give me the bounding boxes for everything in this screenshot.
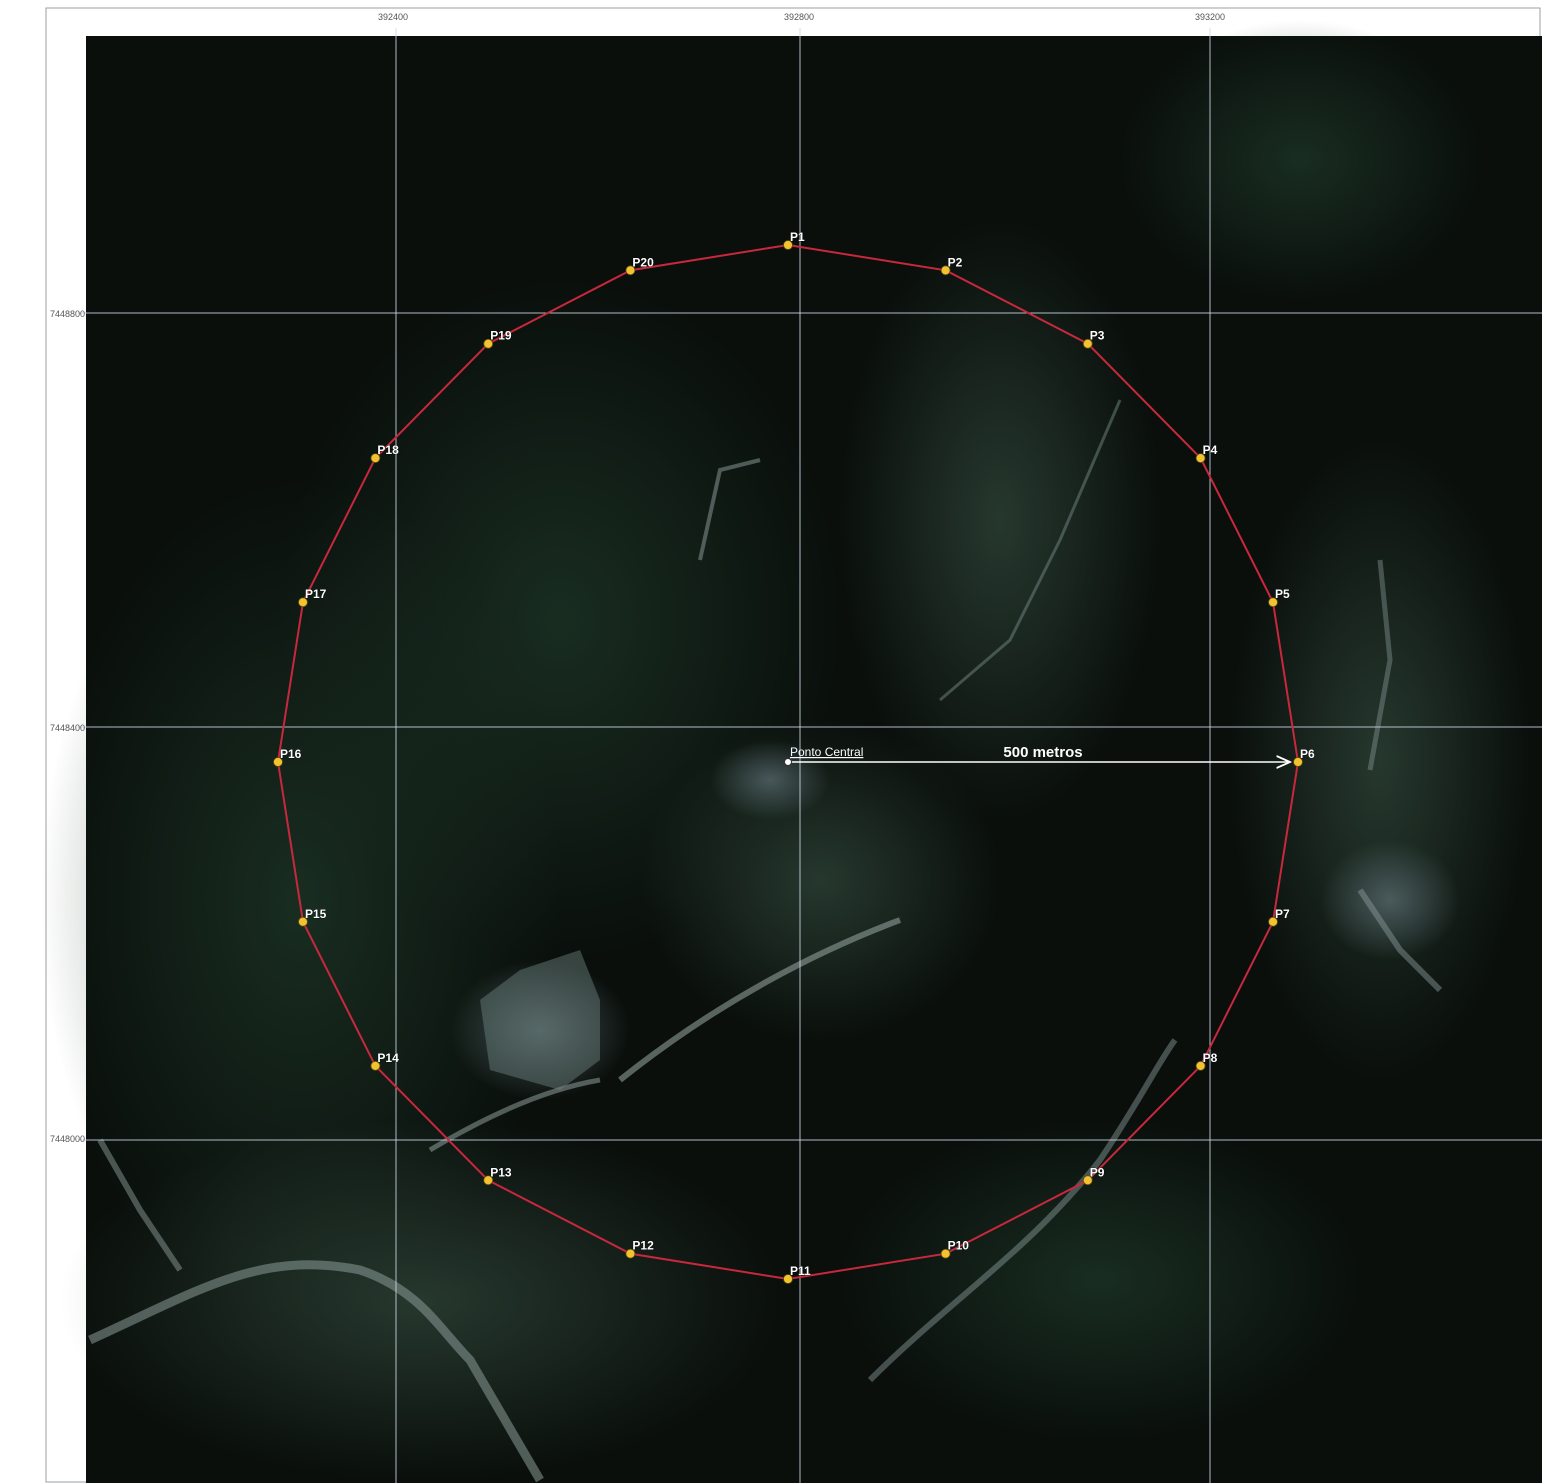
x-tick-label: 393200 bbox=[1195, 12, 1225, 22]
perimeter-point-marker[interactable] bbox=[625, 265, 636, 276]
center-point-label: Ponto Central bbox=[790, 745, 863, 759]
y-tick-label: 7448800 bbox=[50, 309, 85, 319]
perimeter-point-marker[interactable] bbox=[273, 757, 283, 767]
perimeter-point-label: P11 bbox=[790, 1264, 811, 1278]
perimeter-points: P1 P2 P3 P4 P5 P6 P7 P8 P9 P10 P11 P12 P13 P14 P15 P16 P… bbox=[273, 230, 1315, 1284]
radius-distance-label: 500 metros bbox=[1003, 744, 1082, 761]
perimeter-point-marker[interactable] bbox=[1268, 597, 1278, 608]
perimeter-point-marker[interactable] bbox=[1195, 453, 1206, 464]
perimeter-point-label: P20 bbox=[632, 255, 654, 269]
perimeter-point-marker[interactable] bbox=[483, 338, 494, 349]
y-tick-label: 7448000 bbox=[50, 1134, 85, 1144]
perimeter-point-marker[interactable] bbox=[1082, 338, 1093, 349]
perimeter-point-marker[interactable] bbox=[783, 1274, 793, 1284]
perimeter-point-label: P2 bbox=[948, 255, 963, 269]
perimeter-point-label: P10 bbox=[948, 1239, 970, 1253]
perimeter-point-marker[interactable] bbox=[1268, 916, 1278, 927]
perimeter-point-marker[interactable] bbox=[940, 1248, 951, 1259]
perimeter-point-marker[interactable] bbox=[625, 1248, 636, 1259]
x-tick-label: 392400 bbox=[378, 12, 408, 22]
perimeter-point-label: P9 bbox=[1090, 1165, 1105, 1179]
perimeter-point-label: P16 bbox=[280, 747, 302, 761]
perimeter-point-label: P7 bbox=[1275, 907, 1290, 921]
coordinate-grid bbox=[78, 28, 1542, 1483]
perimeter-point-label: P4 bbox=[1203, 443, 1218, 457]
perimeter-point-label: P17 bbox=[305, 587, 327, 601]
perimeter-point-marker[interactable] bbox=[298, 597, 308, 608]
perimeter-point-label: P18 bbox=[377, 443, 399, 457]
satellite-imagery bbox=[40, 20, 1542, 1483]
x-tick-labels: 392400 392800 393200 bbox=[378, 12, 1225, 22]
perimeter-point-marker[interactable] bbox=[1293, 757, 1303, 767]
perimeter-point-marker[interactable] bbox=[483, 1175, 494, 1186]
perimeter-point-label: P1 bbox=[790, 230, 805, 244]
y-tick-label: 7448400 bbox=[50, 723, 85, 733]
perimeter-point-label: P8 bbox=[1203, 1051, 1218, 1065]
perimeter-point-marker[interactable] bbox=[783, 240, 793, 250]
perimeter-point-marker[interactable] bbox=[940, 265, 951, 276]
y-tick-labels: 7448800 7448400 7448000 bbox=[50, 309, 85, 1144]
perimeter-point-marker[interactable] bbox=[1195, 1060, 1206, 1071]
center-point-marker[interactable] bbox=[784, 758, 792, 766]
perimeter-point-marker[interactable] bbox=[370, 1060, 381, 1071]
perimeter-point-label: P14 bbox=[377, 1051, 399, 1065]
x-tick-label: 392800 bbox=[784, 12, 814, 22]
perimeter-point-marker[interactable] bbox=[298, 916, 308, 927]
perimeter-point-label: P3 bbox=[1090, 329, 1105, 343]
perimeter-point-marker[interactable] bbox=[1082, 1175, 1093, 1186]
perimeter-point-label: P12 bbox=[632, 1239, 654, 1253]
perimeter-point-marker[interactable] bbox=[370, 453, 381, 464]
perimeter-point-label: P13 bbox=[490, 1165, 512, 1179]
perimeter-point-label: P5 bbox=[1275, 587, 1290, 601]
perimeter-point-label: P15 bbox=[305, 907, 327, 921]
perimeter-point-label: P6 bbox=[1300, 747, 1315, 761]
perimeter-point-label: P19 bbox=[490, 329, 512, 343]
